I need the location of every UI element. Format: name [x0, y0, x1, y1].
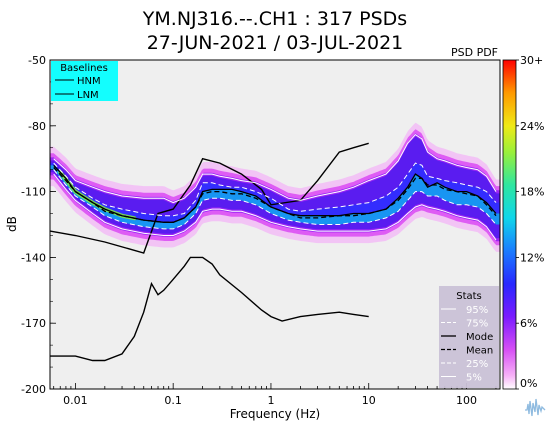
stats-legend-label: Mode [466, 332, 493, 343]
stats-mean-line [53, 167, 497, 223]
stats-25pct-line [53, 169, 497, 230]
pdf-core-1 [50, 165, 500, 229]
y-tick-label: -140 [21, 251, 46, 264]
stats-legend-label: 95% [466, 305, 488, 316]
stats-95pct-line [53, 133, 497, 204]
colorbar-tick-label: 24% [520, 120, 544, 133]
y-axis-label: dB [5, 216, 19, 232]
lnm-legend-label: LNM [77, 90, 99, 101]
stats-legend-title: Stats [456, 291, 482, 302]
logo-icon [524, 397, 546, 421]
y-tick-label: -80 [28, 120, 46, 133]
x-tick-label: 0.01 [63, 394, 88, 407]
y-tick-label: -200 [21, 383, 46, 396]
stats-legend-box [439, 286, 499, 388]
x-tick-label: 10 [362, 394, 376, 407]
stats-legend-label: 5% [466, 373, 482, 384]
colorbar-tick-label: 0% [520, 377, 537, 390]
baseline-lnm-line [50, 256, 369, 362]
colorbar-tick-label: 18% [520, 186, 544, 199]
stats-legend-label: Mean [466, 346, 493, 357]
stats-legend: Stats 95% 75% Mode Mean 25% 5% [439, 286, 499, 388]
colorbar-tick-label: 30+ [520, 54, 543, 67]
stats-75pct-line [53, 162, 497, 217]
y-tick-label: -50 [28, 54, 46, 67]
y-tick-label: -110 [21, 186, 46, 199]
x-axis-label: Frequency (Hz) [230, 407, 321, 421]
colorbar [502, 59, 517, 390]
hnm-legend-label: HNM [77, 76, 101, 87]
chart-title-line1: YM.NJ316.--.CH1 : 317 PSDs [142, 8, 407, 30]
stats-5pct-line [53, 173, 497, 241]
y-tick-label: -170 [21, 317, 46, 330]
baselines-legend-title: Baselines [60, 63, 108, 74]
colorbar-tick-label: 12% [520, 251, 544, 264]
x-tick-label: 0.1 [164, 394, 182, 407]
stats-lines [53, 133, 497, 241]
colorbar-title: PSD PDF [451, 46, 498, 59]
baseline-hnm-line [50, 142, 369, 254]
x-axis-ticks: 0.01 0.1 1 10 100 [53, 383, 497, 407]
psd-pdf-cloud [50, 122, 500, 252]
y-axis-ticks: -50 -80 -110 -140 -170 -200 [21, 54, 56, 396]
stats-legend-label: 25% [466, 359, 488, 370]
baselines-legend: Baselines HNM LNM [51, 61, 118, 101]
plot-frame [49, 59, 501, 390]
x-tick-label: 100 [456, 394, 477, 407]
colorbar-tick-label: 6% [520, 317, 537, 330]
colorbar-ticks: 0% 6% 12% 18% 24% 30+ [516, 54, 544, 390]
stats-legend-label: 75% [466, 319, 488, 330]
chart-title-line2: 27-JUN-2021 / 03-JUL-2021 [147, 32, 404, 54]
x-tick-label: 1 [267, 394, 274, 407]
baseline-lines [50, 142, 369, 362]
